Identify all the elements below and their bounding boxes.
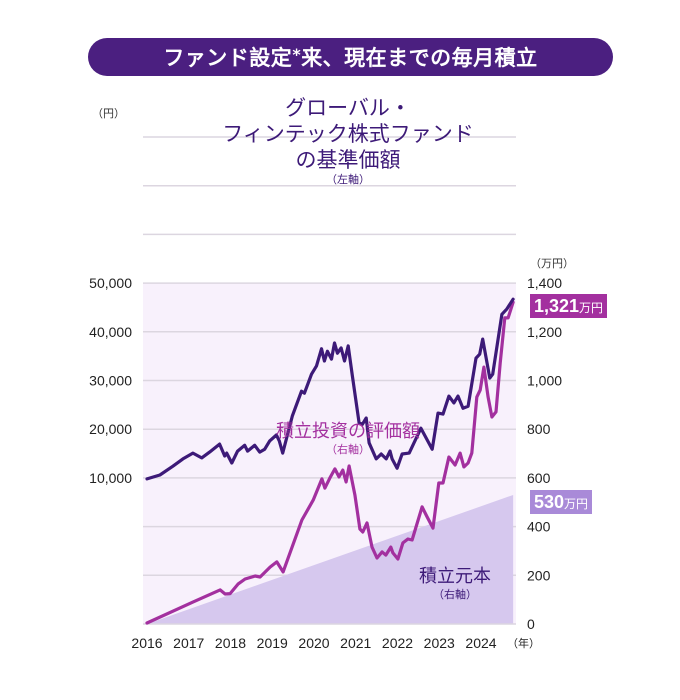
fund-series-label: グローバル・ フィンテック株式ファンド の基準価額 （左軸） <box>218 95 478 187</box>
valuation-end-badge: 1,321万円 <box>530 294 608 318</box>
x-axis-tick-label: 2022 <box>382 635 413 651</box>
valuation-end-value: 1,321 <box>534 296 580 316</box>
principal-end-badge: 530万円 <box>530 490 593 514</box>
x-axis-tick-label: 2017 <box>173 635 204 651</box>
title-asterisk: * <box>292 44 302 64</box>
right-axis-tick-label: 1,000 <box>527 373 562 389</box>
x-axis-tick-label: 2021 <box>340 635 371 651</box>
x-axis-tick-label: 2016 <box>131 635 162 651</box>
valuation-end-unit: 万円 <box>579 301 604 315</box>
fund-label-line: フィンテック株式ファンド <box>222 122 474 146</box>
principal-label-text: 積立元本 <box>419 566 491 587</box>
principal-end-unit: 万円 <box>564 497 589 511</box>
principal-end-value: 530 <box>534 492 565 512</box>
valuation-axis-note: （右軸） <box>326 443 370 456</box>
right-axis-tick-label: 800 <box>527 421 551 437</box>
x-axis-tick-label: 2018 <box>215 635 246 651</box>
fund-label-line: グローバル・ <box>285 96 411 120</box>
x-axis-tick-label: 2020 <box>298 635 329 651</box>
title-text-pre: ファンド設定 <box>163 46 293 70</box>
left-axis-tick-label: 50,000 <box>89 275 132 291</box>
principal-area <box>147 494 514 624</box>
left-axis-unit: （円） <box>92 107 125 120</box>
right-axis-tick-label: 400 <box>527 519 551 535</box>
right-axis-tick-label: 600 <box>527 470 551 486</box>
right-axis-tick-label: 200 <box>527 567 551 583</box>
x-axis-unit: （年） <box>507 636 540 650</box>
title-text-post: 来、現在までの毎月積立 <box>301 46 538 70</box>
right-axis-tick-label: 1,400 <box>527 275 562 291</box>
left-axis-tick-label: 10,000 <box>89 470 132 486</box>
left-axis-tick-label: 20,000 <box>89 421 132 437</box>
principal-axis-note: （右軸） <box>433 588 477 601</box>
fund-nav-line <box>145 297 515 481</box>
fund-label-line: の基準価額 <box>295 148 401 172</box>
right-axis-tick-label: 1,200 <box>527 324 562 340</box>
x-axis-tick-label: 2023 <box>424 635 455 651</box>
left-axis-tick-label: 30,000 <box>89 373 132 389</box>
x-axis-tick-label: 2019 <box>257 635 288 651</box>
fund-axis-note: （左軸） <box>326 173 370 186</box>
valuation-label-text: 積立投資の評価額 <box>276 421 420 442</box>
right-axis-unit: （万円） <box>530 257 574 270</box>
chart-title-bar: ファンド設定 * 来、現在までの毎月積立 <box>88 38 613 76</box>
right-axis-tick-label: 0 <box>527 616 535 632</box>
valuation-series-label: 積立投資の評価額 （右軸） <box>248 421 448 457</box>
left-axis-tick-label: 40,000 <box>89 324 132 340</box>
x-axis-tick-label: 2024 <box>465 635 496 651</box>
principal-series-label: 積立元本 （右軸） <box>400 566 510 602</box>
valuation-line <box>145 300 515 625</box>
